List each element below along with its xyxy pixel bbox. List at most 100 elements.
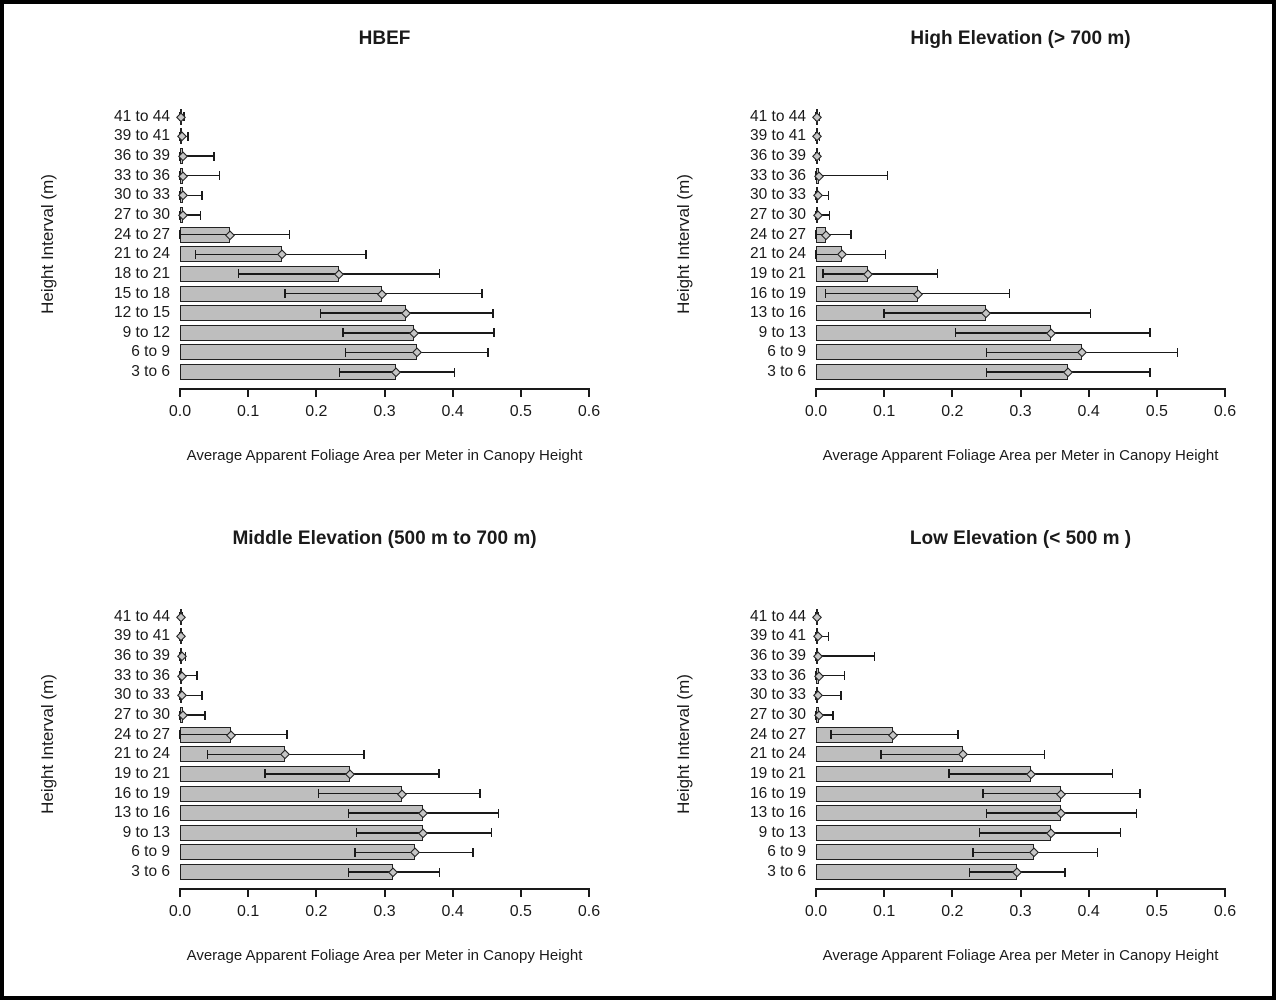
category-label: 6 to 9 (767, 343, 806, 361)
chart-title: Low Elevation (< 500 m ) (909, 528, 1132, 549)
x-axis-tick (1019, 389, 1022, 397)
diamond-marker (176, 612, 186, 622)
error-bar-cap-high (497, 808, 500, 818)
category-label: 3 to 6 (767, 863, 806, 881)
category-label: 3 to 6 (767, 363, 806, 381)
error-bar-cap-high (1089, 308, 1092, 318)
error-bar-cap-high (873, 651, 876, 661)
diamond-marker (812, 151, 822, 161)
category-label: 24 to 27 (113, 725, 170, 743)
x-axis-tick (588, 889, 590, 897)
error-bar-cap-high (1119, 828, 1122, 838)
error-bar-cap-high (827, 631, 830, 641)
error-bar-line (816, 674, 845, 677)
error-bar-cap-high (365, 249, 367, 259)
x-axis-label: Average Apparent Foliage Area per Meter … (822, 947, 1219, 964)
x-axis-tick (588, 389, 590, 397)
x-tick-label: 0.4 (1077, 903, 1100, 920)
error-bar-line (180, 155, 215, 157)
category-label: 21 to 24 (113, 245, 170, 263)
chart-panel-high-elevation: High Elevation (> 700 m) Height Interval… (644, 4, 1272, 500)
error-bar-line (180, 714, 206, 716)
error-bar-cap-high (201, 690, 203, 700)
category-label: 9 to 13 (758, 823, 806, 841)
error-bar-cap-high (1008, 289, 1011, 299)
error-bar-cap-high (1139, 789, 1141, 799)
x-axis-tick (1087, 889, 1090, 897)
x-tick-label: 0.4 (1077, 403, 1100, 420)
x-tick-label: 0.6 (1213, 403, 1237, 420)
error-bar-cap-low (338, 367, 341, 377)
category-label: 33 to 36 (113, 666, 170, 684)
x-tick-label: 0.1 (237, 903, 260, 920)
error-bar-line (816, 714, 834, 716)
x-tick-label: 0.2 (305, 403, 328, 420)
category-label: 39 to 41 (113, 627, 170, 645)
error-bar-cap-high (453, 367, 456, 377)
error-bar-cap-low (179, 730, 181, 740)
error-bar-cap-high (286, 730, 288, 740)
error-bar-cap-high (827, 190, 830, 200)
x-axis-tick (883, 389, 886, 397)
category-label: 13 to 16 (749, 804, 806, 822)
error-bar-cap-low (347, 808, 350, 818)
x-axis-tick (951, 389, 954, 397)
error-bar-cap-high (957, 730, 959, 740)
category-label: 13 to 16 (113, 804, 170, 822)
x-tick-label: 0.3 (1009, 403, 1032, 420)
error-bar-cap-high (828, 210, 831, 220)
error-bar-cap-low (815, 230, 817, 240)
x-axis-tick (815, 889, 817, 897)
category-label: 24 to 27 (113, 225, 170, 243)
category-label: 19 to 21 (749, 764, 806, 782)
category-label: 41 to 44 (113, 107, 170, 125)
error-bar-cap-low (972, 847, 974, 857)
error-bar-cap-high (886, 171, 889, 181)
category-label: 21 to 24 (749, 245, 806, 263)
error-bar-cap-low (830, 730, 832, 740)
category-label: 9 to 13 (758, 323, 806, 341)
x-axis-label: Average Apparent Foliage Area per Meter … (186, 447, 583, 464)
x-axis-tick (1224, 889, 1226, 897)
error-bar-cap-low (354, 847, 356, 857)
x-axis-tick (1224, 389, 1226, 397)
x-tick-label: 0.1 (873, 403, 896, 420)
x-axis-tick (1155, 389, 1158, 397)
error-bar-cap-high (840, 690, 842, 700)
x-tick-label: 0.0 (804, 403, 828, 420)
error-bar-line (180, 214, 201, 216)
x-tick-label: 0.1 (237, 403, 260, 420)
category-label: 41 to 44 (113, 607, 170, 625)
category-label: 27 to 30 (749, 706, 806, 723)
y-axis-label: Height Interval (m) (38, 174, 57, 314)
error-bar-cap-high (1096, 847, 1099, 857)
error-bar-cap-low (954, 328, 957, 338)
error-bar-cap-high (843, 671, 846, 681)
error-bar-cap-low (344, 347, 347, 357)
error-bar-cap-high (1043, 749, 1046, 759)
error-bar-cap-high (201, 190, 203, 200)
x-tick-label: 0.2 (305, 903, 328, 920)
error-bar-cap-low (978, 828, 981, 838)
category-label: 9 to 13 (122, 823, 170, 841)
error-bar-cap-high (1135, 808, 1138, 818)
category-label: 24 to 27 (749, 225, 806, 243)
x-axis-tick (179, 889, 181, 897)
error-bar-cap-high (493, 328, 495, 338)
x-tick-label: 0.0 (804, 903, 828, 920)
x-axis-tick (1019, 889, 1022, 897)
x-tick-label: 0.3 (1009, 903, 1032, 920)
error-bar-cap-low (342, 328, 344, 338)
plot-area: Average Apparent Foliage Area per Meter … (114, 607, 600, 964)
x-axis-tick (247, 889, 250, 897)
category-label: 39 to 41 (749, 127, 806, 145)
error-bar-line (816, 253, 886, 256)
error-bar-line (822, 273, 938, 275)
error-bar-cap-high (936, 269, 939, 279)
category-label: 30 to 33 (749, 186, 806, 204)
error-bar-line (180, 694, 202, 697)
category-label: 15 to 18 (113, 284, 170, 302)
category-label: 12 to 15 (113, 304, 170, 322)
error-bar-cap-high (850, 230, 852, 240)
chart-title: High Elevation (> 700 m) (910, 28, 1131, 49)
